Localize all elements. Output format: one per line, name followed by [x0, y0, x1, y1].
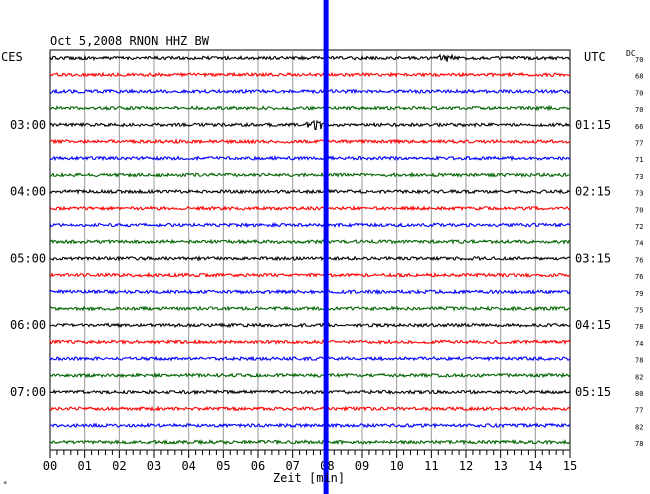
- plot-frame: [49, 49, 571, 451]
- current-time-marker: [323, 0, 329, 494]
- dc-value: 77: [635, 407, 643, 415]
- left-hour-label: 03:00: [10, 118, 46, 132]
- dc-value: 82: [635, 423, 643, 431]
- trace-line: [49, 338, 571, 346]
- trace-line: [49, 88, 571, 95]
- right-hour-label: 05:15: [575, 385, 611, 399]
- right-hour-label: 04:15: [575, 318, 611, 332]
- dc-value: 82: [635, 373, 643, 381]
- trace-line: [49, 305, 571, 312]
- time-axis: 00010203040506070809101112131415: [43, 450, 577, 473]
- dc-value: 80: [635, 390, 643, 398]
- right-hour-label: 03:15: [575, 251, 611, 265]
- dc-value: 77: [635, 140, 643, 148]
- dc-value: 70: [635, 89, 643, 97]
- left-hour-label: 04:00: [10, 185, 46, 199]
- trace-line: [49, 405, 571, 412]
- left-timezone-label: CES: [1, 50, 23, 64]
- trace-line: [50, 271, 571, 279]
- right-hour-label: 01:15: [575, 118, 611, 132]
- x-tick-label: 09: [355, 459, 369, 473]
- left-hour-label: 06:00: [10, 318, 46, 332]
- trace-line: [49, 371, 571, 379]
- dc-header-label: DC: [626, 49, 636, 58]
- x-tick-label: 00: [43, 459, 57, 473]
- trace-line: [49, 138, 571, 145]
- dc-value: 74: [635, 240, 643, 248]
- x-tick-label: 03: [147, 459, 161, 473]
- trace-line: [49, 155, 571, 162]
- x-tick-label: 10: [389, 459, 403, 473]
- dc-value: 78: [635, 440, 643, 448]
- dc-value: 73: [635, 173, 643, 181]
- x-tick-label: 12: [459, 459, 473, 473]
- right-timezone-label: UTC: [584, 50, 606, 64]
- x-tick-label: 06: [251, 459, 265, 473]
- trace-line: [49, 238, 571, 245]
- chart-title: Oct 5,2008 RNON HHZ BW: [50, 34, 210, 48]
- trace-line: [49, 288, 571, 296]
- trace-line: [49, 171, 570, 178]
- dc-value: 75: [635, 307, 643, 315]
- trace-line: [49, 205, 571, 212]
- dc-value: 70: [635, 56, 643, 64]
- x-axis-label: Zeit [min]: [273, 471, 345, 485]
- left-hour-label: 05:00: [10, 251, 46, 265]
- right-hour-label: 02:15: [575, 185, 611, 199]
- trace-line: [49, 322, 571, 329]
- x-tick-label: 15: [563, 459, 577, 473]
- trace-line: [50, 422, 571, 429]
- dc-value: 78: [635, 357, 643, 365]
- dc-value: 79: [635, 290, 643, 298]
- dc-value: 78: [635, 323, 643, 331]
- dc-value: 74: [635, 340, 643, 348]
- trace-line: [49, 255, 571, 262]
- dc-value: 70: [635, 106, 643, 114]
- labels: Oct 5,2008 RNON HHZ BW CES UTC DC Zeit […: [1, 34, 643, 488]
- x-tick-label: 05: [216, 459, 230, 473]
- left-hour-label: 07:00: [10, 385, 46, 399]
- trace-line: [49, 188, 571, 195]
- trace-line: [49, 355, 571, 362]
- trace-line: [49, 221, 571, 229]
- x-tick-label: 04: [181, 459, 195, 473]
- trace-line: [49, 53, 571, 62]
- x-tick-label: 11: [424, 459, 438, 473]
- dc-value: 72: [635, 223, 643, 231]
- dc-value: 70: [635, 206, 643, 214]
- dc-value: 71: [635, 156, 643, 164]
- time-marker: [323, 0, 329, 494]
- trace-line: [49, 438, 571, 446]
- traces: [49, 53, 571, 446]
- grid: [49, 49, 571, 451]
- dc-value: 76: [635, 273, 643, 281]
- dc-value: 73: [635, 190, 643, 198]
- x-tick-label: 07: [285, 459, 299, 473]
- trace-line: [49, 71, 571, 78]
- dc-value: 76: [635, 256, 643, 264]
- x-tick-label: 02: [112, 459, 126, 473]
- x-tick-label: 01: [77, 459, 91, 473]
- dc-value: 68: [635, 73, 643, 81]
- trace-line: [49, 119, 571, 131]
- trace-line: [49, 104, 571, 112]
- footer-mark: *: [3, 480, 7, 488]
- x-tick-label: 14: [528, 459, 542, 473]
- dc-value: 66: [635, 123, 643, 131]
- x-tick-label: 13: [493, 459, 507, 473]
- trace-line: [49, 389, 571, 396]
